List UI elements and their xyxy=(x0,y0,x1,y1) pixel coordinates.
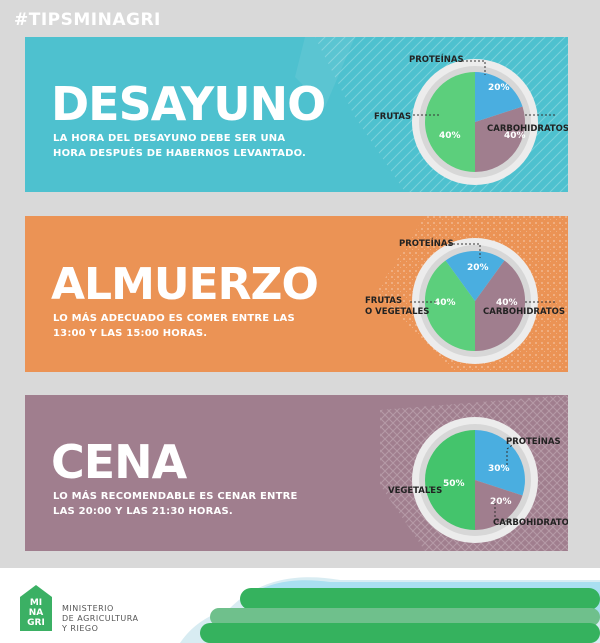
label-proteins: PROTEÍNAS xyxy=(409,55,464,65)
label-fruits: FRUTAS xyxy=(374,112,412,122)
ministry-line-3: Y RIEGO xyxy=(62,624,99,633)
pie-slice-proteins xyxy=(475,72,523,122)
desc-line-2: 13:00 Y LAS 15:00 HORAS. xyxy=(53,328,208,339)
panel-desayuno: DESAYUNO LA HORA DEL DESAYUNO DEBE SER U… xyxy=(25,37,568,192)
desc-line-2: LAS 20:00 Y LAS 21:30 HORAS. xyxy=(53,506,233,517)
panel-cena: CENA LO MÁS RECOMENDABLE ES CENAR ENTRE … xyxy=(25,395,568,551)
pct-carbs: 20% xyxy=(490,497,512,507)
label-proteins: PROTEÍNAS xyxy=(399,239,454,249)
desc-line-2: HORA DESPUÉS DE HABERNOS LEVANTADO. xyxy=(53,148,307,159)
desc-line-1: LA HORA DEL DESAYUNO DEBE SER UNA xyxy=(53,133,286,144)
pct-carbs: 40% xyxy=(496,298,518,308)
pct-fruits: 40% xyxy=(434,298,456,308)
pct-proteins: 20% xyxy=(488,83,510,93)
meal-title-cena: CENA xyxy=(51,435,187,489)
label-fruits-line1: FRUTAS xyxy=(365,296,403,306)
pie-slice-proteins xyxy=(475,430,525,496)
ministry-line-2: DE AGRICULTURA xyxy=(62,614,139,623)
pie-chart-desayuno: 20% 40% 40% xyxy=(410,57,540,187)
label-fruits-line2: O VEGETALES xyxy=(365,307,430,317)
pct-carbs: 40% xyxy=(504,131,526,141)
chart-arrows-cena xyxy=(405,442,516,522)
pie-slice-carbs xyxy=(475,480,523,530)
label-carbs: CARBOHIDRATOS xyxy=(487,124,568,134)
pct-proteins: 20% xyxy=(467,263,489,273)
pct-fruits: 40% xyxy=(439,131,461,141)
meal-desc-cena: LO MÁS RECOMENDABLE ES CENAR ENTRE LAS 2… xyxy=(53,489,313,519)
footer xyxy=(0,568,600,643)
label-proteins: PROTEÍNAS xyxy=(506,437,561,447)
pie-slice-fruits xyxy=(425,72,475,172)
label-veg: VEGETALES xyxy=(388,486,443,496)
ministry-line-1: MINISTERIO xyxy=(62,604,114,613)
logo-text-1: MI xyxy=(29,598,43,608)
chart-arrows-desayuno xyxy=(413,60,555,116)
meal-desc-desayuno: LA HORA DEL DESAYUNO DEBE SER UNA HORA D… xyxy=(53,131,313,161)
pie-slice-carbs xyxy=(475,106,525,172)
chart-arrows-almuerzo xyxy=(410,243,557,303)
label-carbs: CARBOHIDRATOS xyxy=(493,518,568,528)
logo-text-2: NA xyxy=(28,608,44,618)
pie-chart-almuerzo: 20% 40% 40% xyxy=(410,236,540,366)
panel-almuerzo: ALMUERZO LO MÁS ADECUADO ES COMER ENTRE … xyxy=(25,216,568,372)
pie-chart-cena: 30% 20% 50% xyxy=(410,415,540,545)
pie-slice-veg xyxy=(425,430,475,530)
footer-waves xyxy=(180,577,600,643)
hashtag-title: #TIPSMINAGRI xyxy=(14,10,161,30)
label-carbs: CARBOHIDRATOS xyxy=(483,307,566,317)
pct-veg: 50% xyxy=(443,479,465,489)
desc-line-1: LO MÁS RECOMENDABLE ES CENAR ENTRE xyxy=(53,491,298,502)
ministry-name: MINISTERIO DE AGRICULTURA Y RIEGO xyxy=(62,604,138,634)
logo-text-3: GRI xyxy=(27,618,45,628)
pie-slice-fruits xyxy=(424,260,475,352)
meal-desc-almuerzo: LO MÁS ADECUADO ES COMER ENTRE LAS 13:00… xyxy=(53,311,313,341)
ministry-logo: MI NA GRI xyxy=(16,585,56,633)
pie-slice-proteins xyxy=(445,250,505,301)
pct-proteins: 30% xyxy=(488,464,510,474)
desc-line-1: LO MÁS ADECUADO ES COMER ENTRE LAS xyxy=(53,313,295,324)
meal-title-almuerzo: ALMUERZO xyxy=(51,259,319,310)
meal-title-desayuno: DESAYUNO xyxy=(51,77,326,131)
pie-slice-carbs xyxy=(475,260,526,352)
